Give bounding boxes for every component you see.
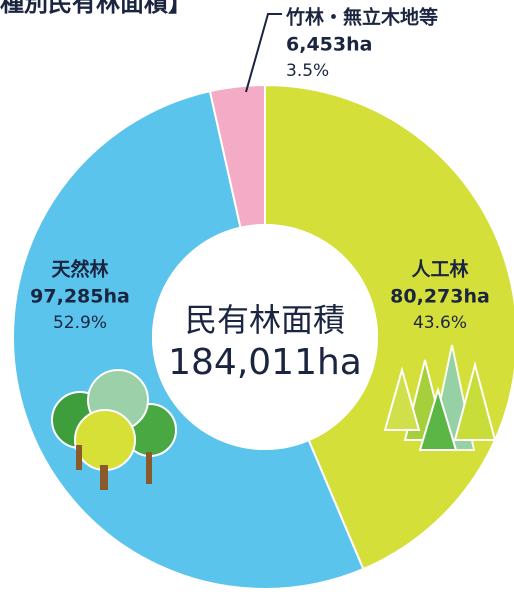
segment-label: 天然林	[51, 258, 108, 281]
center-title: 民有林面積	[185, 301, 345, 339]
chart: 種別民有林面積】 民有林面積 184,011ha 人工林 80,273ha 43.6…	[0, 0, 514, 592]
segment-value: 80,273ha	[390, 286, 490, 308]
segment-percent: 52.9%	[53, 313, 107, 333]
segment-label: 人工林	[411, 258, 468, 281]
segment-percent: 43.6%	[413, 313, 467, 333]
segment-value: 97,285ha	[30, 286, 130, 308]
segment-value: 6,453ha	[286, 34, 372, 56]
segment-percent: 3.5%	[286, 61, 329, 81]
center-total: 184,011ha	[168, 342, 362, 383]
leader-line	[246, 14, 282, 92]
segment-label: 竹林・無立木地等	[285, 6, 438, 29]
chart-title: 種別民有林面積】	[0, 0, 192, 17]
